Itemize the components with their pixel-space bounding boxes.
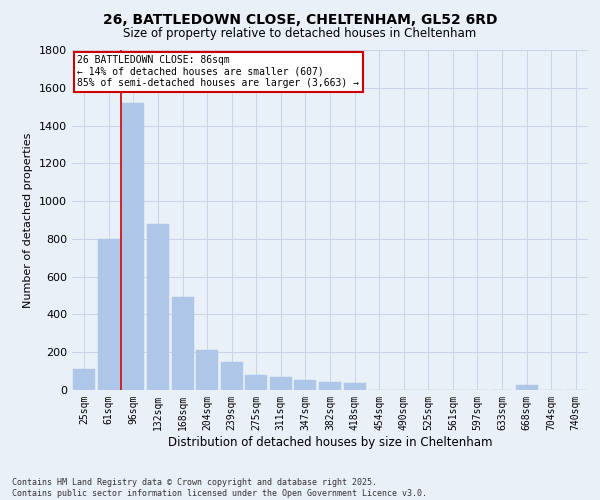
Bar [344,384,365,390]
Text: 26, BATTLEDOWN CLOSE, CHELTENHAM, GL52 6RD: 26, BATTLEDOWN CLOSE, CHELTENHAM, GL52 6… [103,12,497,26]
Text: Size of property relative to detached houses in Cheltenham: Size of property relative to detached ho… [124,28,476,40]
Bar [295,380,316,390]
Text: Contains HM Land Registry data © Crown copyright and database right 2025.
Contai: Contains HM Land Registry data © Crown c… [12,478,427,498]
Bar [122,103,145,390]
Text: 26 BATTLEDOWN CLOSE: 86sqm
← 14% of detached houses are smaller (607)
85% of sem: 26 BATTLEDOWN CLOSE: 86sqm ← 14% of deta… [77,55,359,88]
Y-axis label: Number of detached properties: Number of detached properties [23,132,34,308]
Bar [147,224,169,390]
Bar [196,350,218,390]
X-axis label: Distribution of detached houses by size in Cheltenham: Distribution of detached houses by size … [168,436,492,448]
Bar [245,375,268,390]
Bar [172,298,194,390]
Bar [98,239,120,390]
Bar [270,377,292,390]
Bar [73,369,95,390]
Bar [319,382,341,390]
Bar [515,386,538,390]
Bar [221,362,243,390]
